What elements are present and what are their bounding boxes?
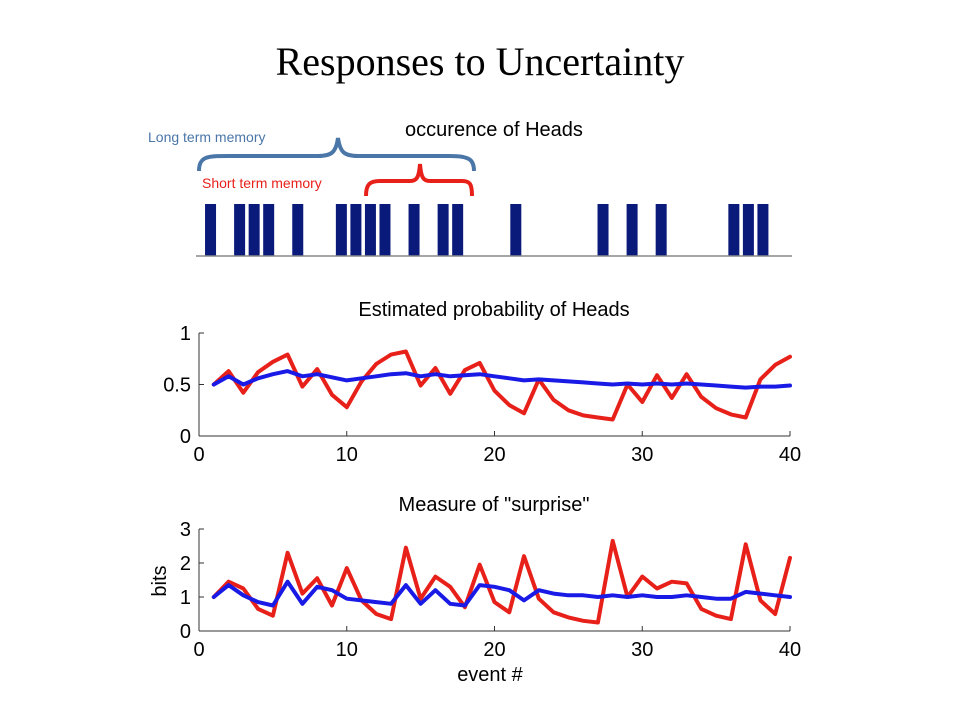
surprise-chart-title: Measure of "surprise" (399, 494, 590, 516)
heads-bar-2 (248, 204, 260, 256)
heads-bar-1 (234, 204, 246, 256)
surprise-x-tick-label-0: 0 (193, 639, 204, 661)
heads-bar-12 (510, 204, 522, 256)
heads-bar-0 (205, 204, 217, 256)
heads-bar-7 (364, 204, 376, 256)
surprise-x-tick-label-4: 40 (779, 639, 801, 661)
probability-chart: 0 10 20 30 40 0 0.5 1 (163, 323, 801, 466)
surprise-y-tick-label-2: 2 (180, 553, 191, 575)
probability-x-tick-label-2: 20 (483, 444, 505, 466)
heads-bar-14 (626, 204, 638, 256)
probability-x-tick-label-0: 0 (193, 444, 204, 466)
probability-y-tick-label-2: 1 (180, 323, 191, 345)
probability-x-tick-label-3: 30 (631, 444, 653, 466)
heads-bar-11 (452, 204, 464, 256)
short-term-memory-label: Short term memory (202, 175, 322, 191)
slide-title: Responses to Uncertainty (275, 39, 685, 84)
heads-bar-8 (379, 204, 391, 256)
surprise-x-tick-label-1: 10 (336, 639, 358, 661)
x-axis-label: event # (457, 664, 523, 686)
heads-bar-16 (728, 204, 740, 256)
surprise-y-tick-label-1: 1 (180, 587, 191, 609)
surprise-chart: 0 10 20 30 40 0 1 2 3 (180, 519, 801, 661)
heads-bar-9 (408, 204, 420, 256)
surprise-x-tick-label-3: 30 (631, 639, 653, 661)
surprise-y-tick-label-0: 0 (180, 621, 191, 643)
probability-x-tick-label-1: 10 (336, 444, 358, 466)
heads-bar-10 (437, 204, 449, 256)
heads-bar-3 (263, 204, 275, 256)
long-term-memory-brace (197, 137, 476, 172)
heads-bars (205, 204, 769, 256)
probability-y-tick-label-0: 0 (180, 426, 191, 448)
heads-bar-18 (757, 204, 769, 256)
surprise-y-tick-label-3: 3 (180, 519, 191, 541)
heads-bar-15 (655, 204, 667, 256)
heads-bar-4 (292, 204, 304, 256)
heads-bar-6 (350, 204, 362, 256)
surprise-series-line-1 (211, 579, 792, 608)
short-term-memory-brace (364, 163, 474, 197)
heads-bar-5 (335, 204, 347, 256)
y-axis-label: bits (149, 565, 171, 596)
probability-series-line-1 (211, 369, 792, 390)
probability-y-tick-label-1: 0.5 (163, 375, 191, 397)
long-term-memory-label: Long term memory (148, 129, 265, 145)
heads-chart-title: occurence of Heads (405, 119, 583, 141)
heads-bar-13 (597, 204, 609, 256)
heads-bar-17 (742, 204, 754, 256)
surprise-x-tick-label-2: 20 (483, 639, 505, 661)
probability-x-tick-label-4: 40 (779, 444, 801, 466)
probability-chart-title: Estimated probability of Heads (358, 299, 629, 321)
surprise-series-line-0 (211, 538, 792, 625)
